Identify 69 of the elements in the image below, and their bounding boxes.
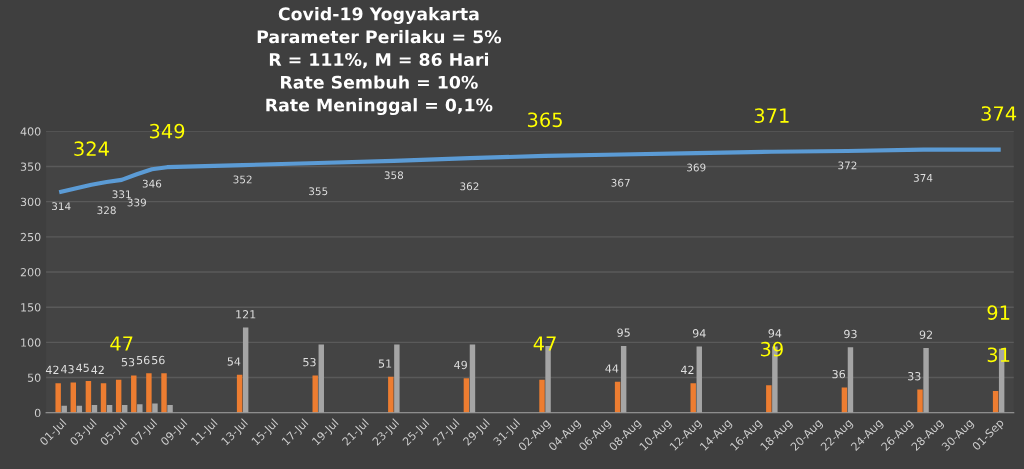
y-tick-label: 200 — [20, 267, 41, 277]
data-label: 43 — [61, 364, 74, 374]
y-tick-label: 100 — [21, 338, 41, 347]
annotation: 371 — [754, 108, 789, 123]
data-label: 331 — [112, 190, 131, 199]
bar — [388, 376, 394, 413]
y-tick-label: 0 — [34, 408, 41, 418]
annotation: 47 — [110, 336, 133, 351]
data-label: 369 — [687, 163, 706, 172]
data-label: 328 — [97, 206, 116, 215]
data-label: 45 — [76, 363, 89, 372]
data-label: 95 — [617, 328, 630, 337]
bar — [917, 389, 923, 413]
data-label: 93 — [844, 329, 857, 339]
bar — [131, 375, 137, 413]
annotation: 47 — [533, 336, 556, 351]
data-label: 314 — [52, 202, 71, 211]
bar — [690, 383, 696, 413]
bar — [766, 385, 772, 413]
data-label: 56 — [152, 355, 165, 365]
data-label: 355 — [309, 187, 328, 196]
data-label: 346 — [142, 179, 162, 188]
bar — [312, 375, 318, 413]
y-tick-label: 350 — [20, 162, 41, 171]
data-label: 42 — [680, 365, 694, 374]
annotation: 39 — [760, 341, 783, 357]
bar — [463, 378, 470, 413]
bar — [161, 373, 167, 413]
data-label: 54 — [227, 357, 241, 366]
data-label: 56 — [136, 355, 150, 365]
y-tick-label: 300 — [20, 197, 41, 207]
data-label: 374 — [913, 173, 933, 182]
annotation: 374 — [981, 106, 1017, 121]
y-tick-label: 50 — [27, 373, 41, 382]
data-label: 372 — [838, 161, 857, 170]
data-label: 44 — [605, 364, 619, 373]
data-label: 362 — [460, 182, 479, 191]
y-tick-label: 150 — [21, 303, 41, 312]
data-label: 121 — [236, 310, 256, 319]
bar — [539, 379, 545, 413]
bar — [70, 382, 77, 413]
data-label: 53 — [121, 357, 135, 367]
y-tick-label: 250 — [20, 232, 41, 242]
data-label: 49 — [454, 360, 467, 370]
data-label: 42 — [45, 365, 59, 374]
data-label: 367 — [611, 178, 630, 187]
data-label: 36 — [832, 369, 846, 379]
annotation: 324 — [74, 141, 109, 157]
data-label: 51 — [378, 359, 392, 368]
data-label: 92 — [919, 330, 933, 339]
data-label: 42 — [91, 365, 104, 374]
data-label: 358 — [384, 171, 404, 180]
annotation: 91 — [987, 305, 1010, 320]
bar — [146, 373, 152, 413]
data-label: 94 — [692, 329, 706, 338]
y-tick-label: 400 — [20, 127, 41, 136]
bar — [85, 381, 92, 413]
data-label: 352 — [233, 175, 252, 184]
bar — [841, 387, 848, 413]
annotation: 365 — [527, 112, 562, 128]
chart-title: Covid-19 Yogyakarta Parameter Perilaku = 5% R = 111%, M = 86 Hari Rate Sembuh = 10% Rate Meninggal = 0,1% — [257, 7, 502, 116]
bar — [55, 383, 61, 413]
data-label: 339 — [127, 198, 147, 207]
bar — [100, 383, 107, 413]
annotation: 349 — [149, 123, 185, 139]
data-label: 94 — [768, 329, 782, 338]
annotation: 31 — [987, 347, 1010, 363]
data-label: 53 — [303, 357, 316, 367]
data-label: 33 — [908, 372, 921, 381]
